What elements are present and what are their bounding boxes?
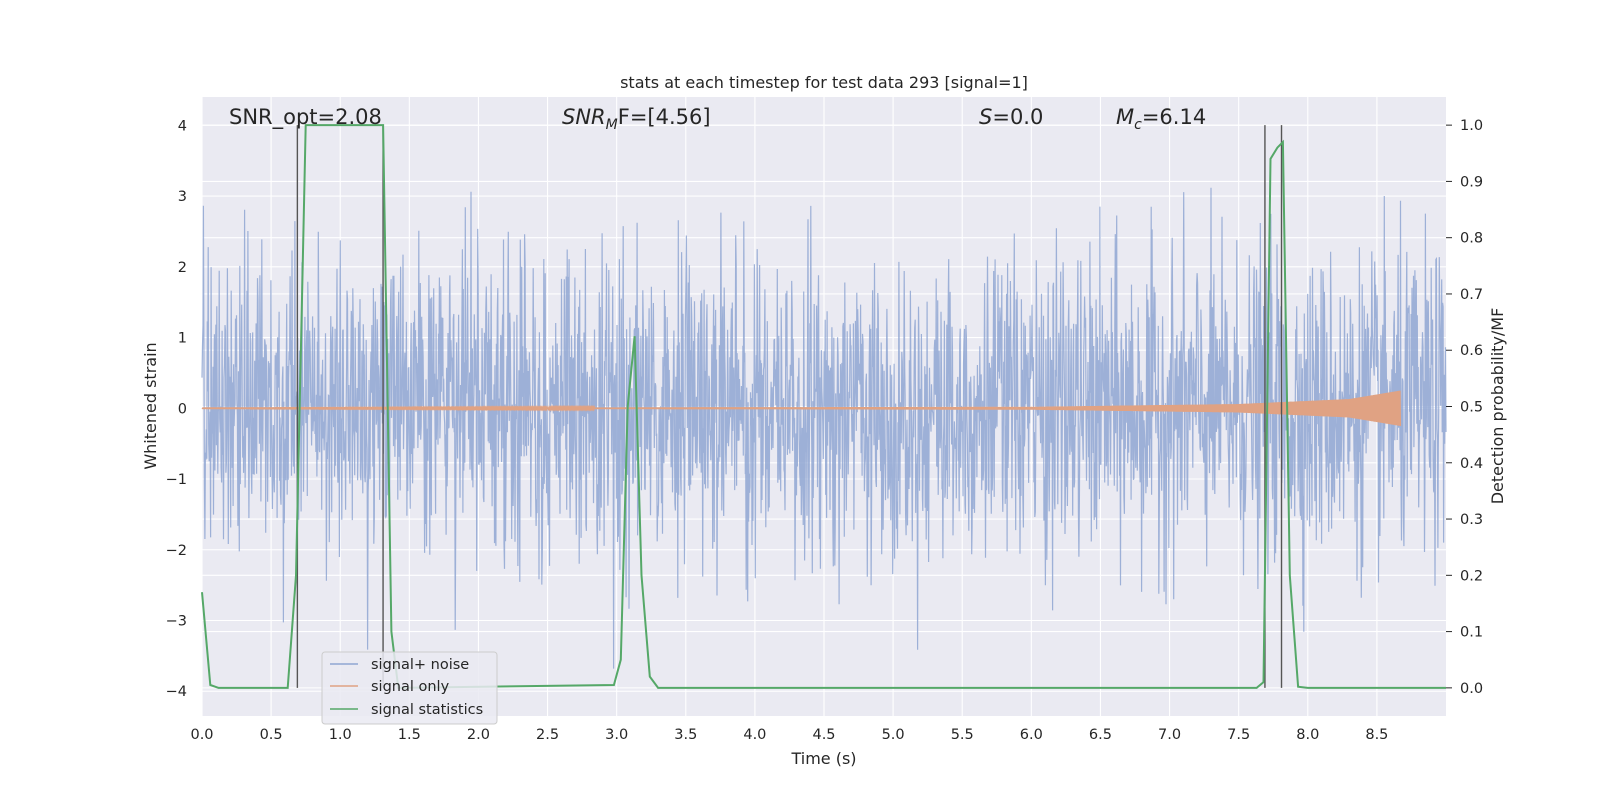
y2-tick-label: 1.0 xyxy=(1460,118,1483,134)
x-tick-label: 1.0 xyxy=(329,727,352,743)
annotation-s-base: S xyxy=(979,105,992,129)
y-tick-label: 4 xyxy=(178,118,187,134)
legend-label-signal-statistics: signal statistics xyxy=(371,702,483,718)
y-tick-label: 0 xyxy=(178,401,187,417)
y2-tick-label: 0.5 xyxy=(1460,400,1483,416)
x-tick-label: 0.0 xyxy=(190,727,213,743)
annotation-snr-mf: SNRMF=[4.56] xyxy=(562,105,711,133)
y2-tick-label: 0.8 xyxy=(1460,231,1483,247)
y-tick-label: 2 xyxy=(178,260,187,276)
y2-tick-label: 0.4 xyxy=(1460,456,1483,472)
x-tick-label: 7.0 xyxy=(1158,727,1181,743)
y2-tick-label: 0.7 xyxy=(1460,287,1483,303)
x-tick-label: 2.5 xyxy=(536,727,559,743)
x-tick-label: 8.0 xyxy=(1296,727,1319,743)
signal-statistics-line xyxy=(201,124,1446,689)
annotation-snr-mf-rest: F=[4.56] xyxy=(618,105,711,129)
annotation-snr-mf-base: SNR xyxy=(562,105,606,129)
series-signal-statistics xyxy=(201,124,1446,689)
chart-title: stats at each timestep for test data 293… xyxy=(620,73,1028,92)
legend: signal+ noise signal only signal statist… xyxy=(321,651,498,725)
x-tick-label: 6.0 xyxy=(1020,727,1043,743)
x-tick-label: 3.5 xyxy=(674,727,697,743)
vertical-marker-lines xyxy=(296,125,1283,688)
x-tick-label: 0.5 xyxy=(260,727,283,743)
y-tick-label: −4 xyxy=(166,684,187,700)
y2-tick-label: 0.1 xyxy=(1460,625,1483,641)
x-tick-label: 7.5 xyxy=(1227,727,1250,743)
x-axis-label: Time (s) xyxy=(790,749,856,768)
series-signal-plus-noise xyxy=(201,187,1447,669)
legend-box xyxy=(321,651,498,725)
series-signal-only xyxy=(201,390,1402,427)
y-tick-label: −1 xyxy=(166,472,187,488)
x-tick-label: 5.5 xyxy=(951,727,974,743)
x-axis-ticks: 0.0 0.5 1.0 1.5 2.0 2.5 3.0 3.5 4.0 4.5 5.0 5.5 6.0 6… xyxy=(190,727,1388,743)
y2-tick-label: 0.0 xyxy=(1460,681,1483,697)
y2-axis-ticks: 1.0 0.9 0.8 0.7 0.6 0.5 0.4 0.3 0.2 0.1 0.0 xyxy=(1446,118,1483,697)
x-tick-label: 5.0 xyxy=(882,727,905,743)
signal-only-line xyxy=(201,390,1402,427)
annotation-s-rest: =0.0 xyxy=(992,105,1043,129)
x-tick-label: 3.0 xyxy=(605,727,628,743)
y2-tick-label: 0.9 xyxy=(1460,174,1483,190)
y-tick-label: −3 xyxy=(166,613,187,629)
annotation-snr-mf-sub: M xyxy=(606,117,618,133)
y-tick-label: 1 xyxy=(178,331,187,347)
y2-tick-label: 0.6 xyxy=(1460,343,1483,359)
y-axis-label: Whitened strain xyxy=(141,342,160,469)
y-tick-label: −2 xyxy=(166,543,187,559)
x-tick-label: 8.5 xyxy=(1365,727,1388,743)
x-tick-label: 6.5 xyxy=(1089,727,1112,743)
legend-label-signal-plus-noise: signal+ noise xyxy=(371,657,469,673)
noise-line xyxy=(201,187,1447,669)
annotation-mc-rest: =6.14 xyxy=(1142,105,1206,129)
annotation-mc: Mc=6.14 xyxy=(1116,105,1206,133)
y-tick-label: 3 xyxy=(178,189,187,205)
x-tick-label: 4.0 xyxy=(743,727,766,743)
annotation-s: S=0.0 xyxy=(979,105,1043,129)
y2-axis-label: Detection probability/MF xyxy=(1488,308,1507,505)
x-tick-label: 1.5 xyxy=(398,727,421,743)
x-tick-label: 4.5 xyxy=(812,727,835,743)
annotation-snr-opt: SNR_opt=2.08 xyxy=(229,105,382,130)
legend-label-signal-only: signal only xyxy=(371,679,450,695)
annotation-mc-base: M xyxy=(1116,105,1134,129)
y-axis-ticks: 4 3 2 1 0 −1 −2 −3 −4 xyxy=(166,118,187,700)
y2-tick-label: 0.3 xyxy=(1460,512,1483,528)
y2-tick-label: 0.2 xyxy=(1460,568,1483,584)
annotation-mc-sub: c xyxy=(1134,117,1142,133)
x-tick-label: 2.0 xyxy=(467,727,490,743)
